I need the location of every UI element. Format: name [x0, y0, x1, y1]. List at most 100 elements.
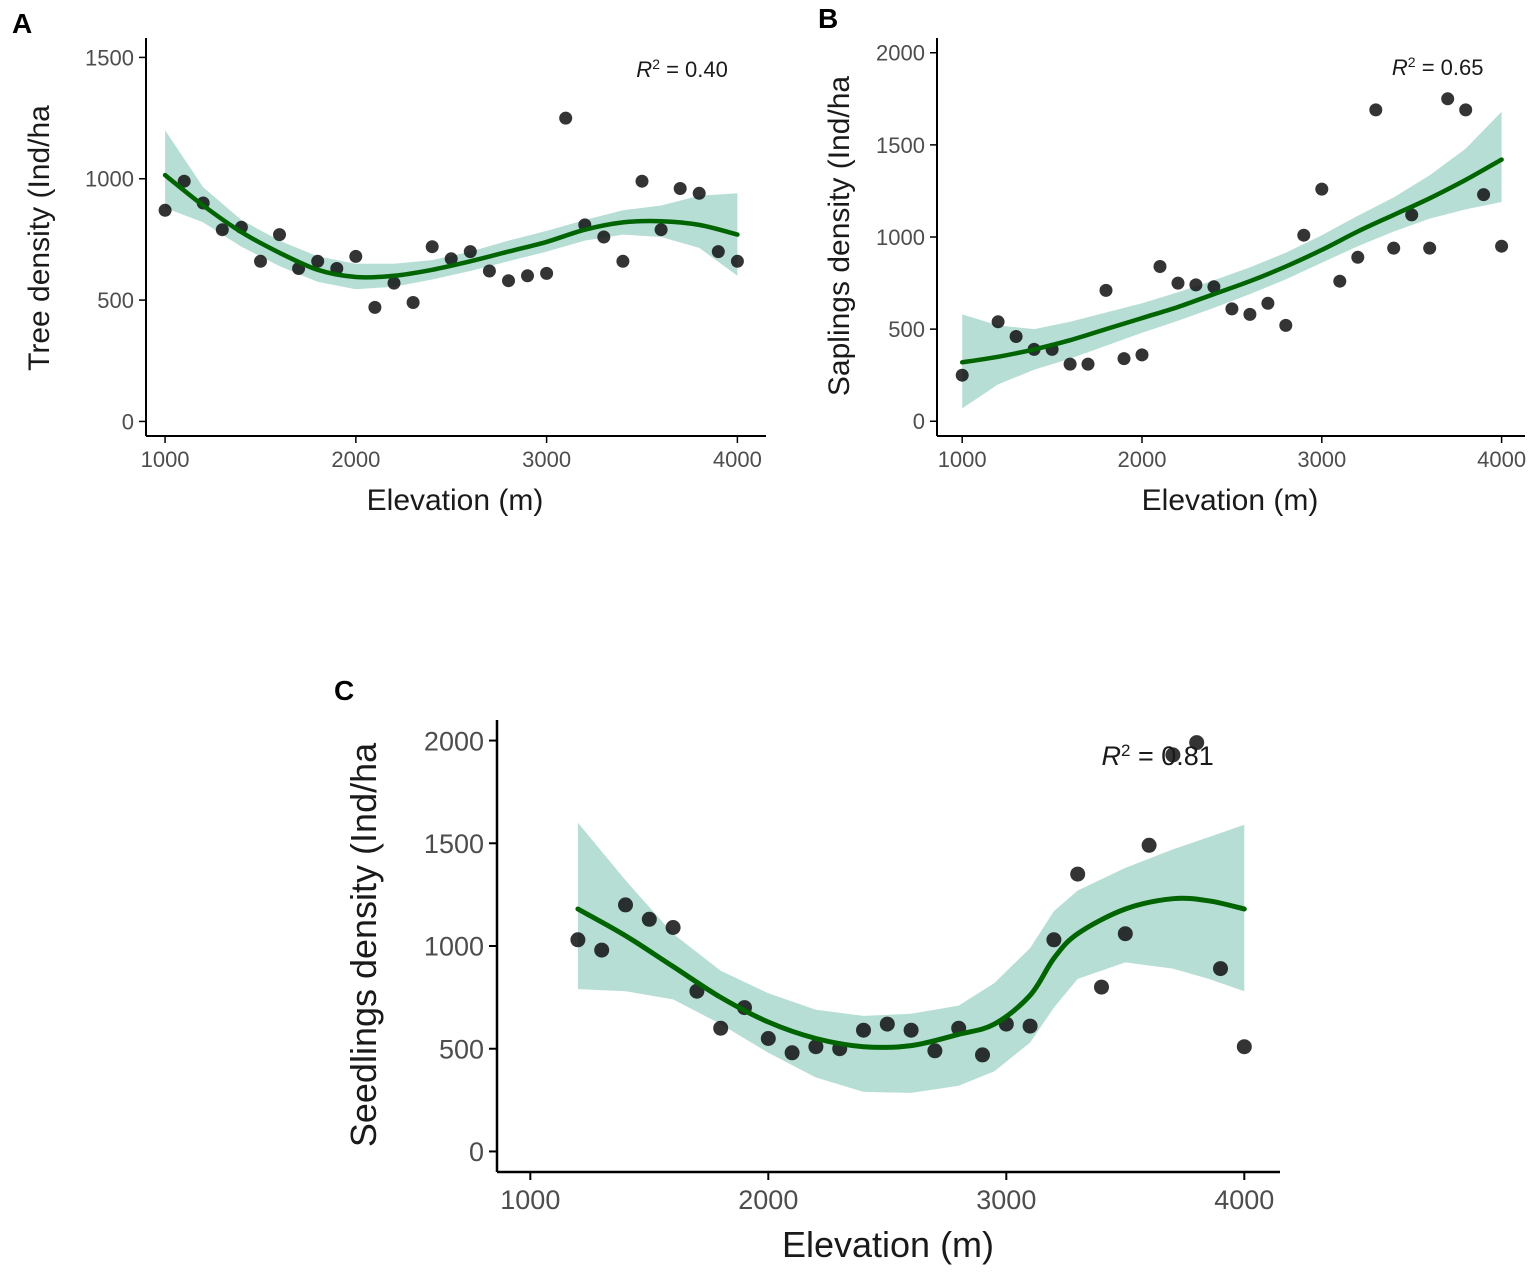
data-point: [635, 174, 649, 188]
data-point: [349, 249, 363, 263]
x-axis-title: Elevation (m): [782, 1224, 994, 1265]
data-point: [760, 1031, 776, 1046]
r2-value: = 0.81: [1130, 741, 1213, 771]
y-tick-label: 1500: [424, 829, 484, 859]
y-axis-title: Tree density (Ind/ha: [23, 105, 56, 371]
data-point: [594, 942, 610, 958]
panel-a-tree-density: A 1000 2000 3000 4000 0 500 1000 1500 Elevation…: [12, 8, 766, 517]
y-axis-title: Saplings density (Ind/ha: [823, 76, 856, 397]
axes-layer: 1000 2000 3000 4000 0 500 1000 1500 2000: [876, 38, 1526, 472]
data-point: [1189, 278, 1203, 292]
y-tick-label: 500: [439, 1034, 484, 1064]
data-point: [975, 1047, 990, 1063]
fit-line: [959, 157, 1504, 365]
data-point: [955, 368, 969, 382]
data-point: [665, 920, 681, 935]
data-point: [1213, 961, 1228, 977]
data-point: [1351, 250, 1365, 264]
x-tick-label: 3000: [1297, 447, 1346, 472]
data-point: [1297, 228, 1311, 242]
panel-b-saplings-density: B 1000 2000 3000 4000 0 500 1000 1500 2000 Eleva…: [818, 3, 1526, 517]
data-point: [1070, 866, 1086, 882]
data-point: [1333, 274, 1347, 288]
data-point: [1423, 241, 1437, 255]
data-point: [1387, 241, 1401, 255]
panel-label-b: B: [818, 3, 838, 34]
data-point: [1369, 103, 1383, 117]
r2-value: = 0.40: [660, 57, 728, 82]
data-point: [406, 296, 420, 309]
r2-symbol: R: [636, 57, 652, 82]
r2-symbol: R: [1102, 741, 1122, 771]
data-point: [482, 264, 496, 278]
data-point: [641, 911, 657, 927]
x-tick-label: 3000: [522, 447, 571, 472]
data-point: [387, 276, 401, 290]
data-point: [692, 186, 706, 200]
y-tick-label: 0: [469, 1137, 484, 1167]
y-axis-title: Seedlings density (Ind/ha: [343, 742, 384, 1147]
data-point: [673, 182, 687, 195]
y-tick-label: 2000: [424, 726, 484, 756]
data-point: [1165, 747, 1181, 763]
data-point: [1046, 932, 1062, 948]
data-point: [1135, 348, 1149, 362]
data-point: [1171, 276, 1185, 290]
data-point: [730, 254, 744, 268]
fit-line: [162, 172, 740, 280]
data-point: [254, 254, 267, 268]
data-point: [1153, 260, 1167, 273]
data-point: [711, 245, 725, 259]
data-point: [425, 240, 439, 254]
confidence-band: [577, 822, 1245, 1093]
x-axis-title: Elevation (m): [1142, 484, 1319, 517]
data-point: [1207, 280, 1221, 294]
y-tick-label: 1000: [424, 932, 484, 962]
r-squared-annotation: R2 = 0.81: [1102, 741, 1214, 772]
confidence-ribbon-layer: [577, 822, 1245, 1093]
data-point: [1009, 330, 1023, 343]
panel-label-a: A: [12, 8, 32, 39]
data-point: [273, 228, 286, 242]
data-point: [618, 897, 633, 913]
data-point: [1279, 318, 1293, 332]
data-point: [521, 269, 534, 283]
y-tick-label: 2000: [876, 41, 925, 66]
data-point: [1243, 307, 1257, 321]
x-tick-label: 4000: [1477, 447, 1526, 472]
y-tick-label: 0: [913, 409, 925, 434]
data-point: [463, 245, 477, 259]
confidence-ribbon-layer: [962, 111, 1502, 409]
x-tick-label: 1000: [500, 1185, 560, 1215]
data-point: [991, 315, 1005, 329]
data-point: [444, 252, 458, 266]
r2-superscript: 2: [1121, 741, 1130, 760]
x-tick-label: 2000: [331, 447, 380, 472]
data-point: [1141, 837, 1157, 853]
r2-symbol: R: [1392, 55, 1408, 80]
data-point: [177, 174, 191, 188]
y-tick-label: 1000: [876, 225, 925, 250]
y-tick-label: 1000: [85, 167, 134, 192]
data-point: [1094, 979, 1109, 995]
r2-superscript: 2: [1408, 54, 1416, 70]
r-squared-annotation: R2 = 0.65: [1392, 54, 1484, 80]
data-point: [1117, 926, 1133, 942]
data-point: [1236, 1039, 1252, 1055]
axes-layer: 1000 2000 3000 4000 0 500 1000 1500: [85, 38, 766, 472]
r2-superscript: 2: [652, 56, 660, 72]
r-squared-annotation: R2 = 0.40: [636, 56, 728, 82]
fit-line-layer: [959, 157, 1504, 365]
data-point: [502, 274, 515, 288]
data-point: [368, 300, 382, 314]
data-point: [1459, 103, 1473, 117]
data-point: [1063, 357, 1077, 371]
panel-c-seedlings-density: C 1000 2000 3000 4000 0 500 1000 1500 2000 Eleva…: [334, 675, 1280, 1265]
y-tick-label: 1500: [85, 45, 134, 70]
x-tick-label: 2000: [738, 1185, 798, 1215]
data-point: [1495, 239, 1509, 253]
data-point: [903, 1022, 919, 1038]
data-point: [1225, 302, 1239, 316]
x-tick-label: 4000: [713, 447, 762, 472]
data-point: [808, 1039, 824, 1055]
